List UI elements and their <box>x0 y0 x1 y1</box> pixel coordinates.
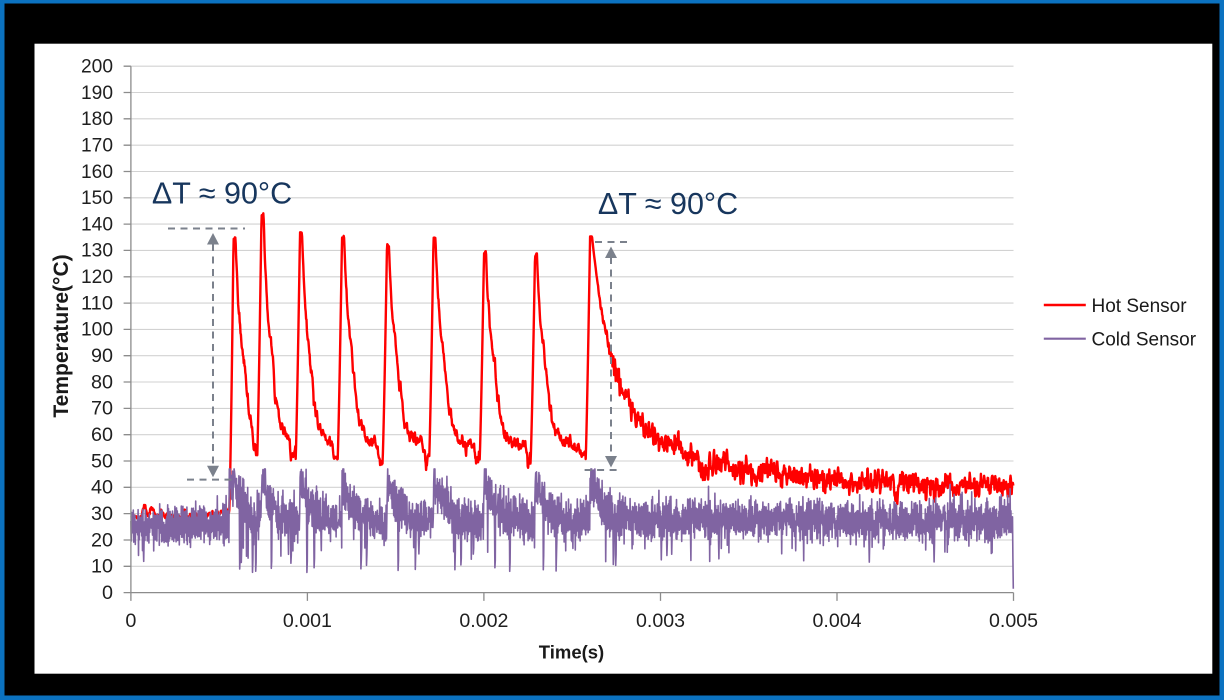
svg-text:200: 200 <box>81 57 113 78</box>
svg-text:40: 40 <box>91 478 113 499</box>
svg-text:180: 180 <box>81 109 113 130</box>
svg-text:60: 60 <box>91 425 113 446</box>
svg-text:160: 160 <box>81 162 113 183</box>
svg-text:140: 140 <box>81 214 113 235</box>
svg-text:120: 120 <box>81 267 113 288</box>
svg-text:70: 70 <box>91 399 113 420</box>
svg-text:ΔT ≈ 90°C: ΔT ≈ 90°C <box>152 177 292 211</box>
svg-text:190: 190 <box>81 83 113 104</box>
svg-text:20: 20 <box>91 530 113 551</box>
svg-text:0.004: 0.004 <box>813 611 862 632</box>
svg-text:0: 0 <box>102 583 113 604</box>
svg-text:0.005: 0.005 <box>989 611 1038 632</box>
svg-text:30: 30 <box>91 504 113 525</box>
svg-text:0.003: 0.003 <box>636 611 685 632</box>
svg-text:100: 100 <box>81 320 113 341</box>
svg-text:50: 50 <box>91 451 113 472</box>
svg-text:0.001: 0.001 <box>283 611 332 632</box>
svg-text:90: 90 <box>91 346 113 367</box>
svg-text:Temperature(°C): Temperature(°C) <box>50 254 73 417</box>
svg-text:10: 10 <box>91 557 113 578</box>
svg-text:130: 130 <box>81 241 113 262</box>
svg-text:170: 170 <box>81 136 113 157</box>
svg-text:110: 110 <box>81 293 113 314</box>
svg-text:Cold Sensor: Cold Sensor <box>1092 330 1197 351</box>
svg-text:Time(s): Time(s) <box>539 642 604 663</box>
svg-text:80: 80 <box>91 372 113 393</box>
svg-text:Hot Sensor: Hot Sensor <box>1092 296 1188 317</box>
svg-text:150: 150 <box>81 188 113 209</box>
svg-text:ΔT ≈ 90°C: ΔT ≈ 90°C <box>598 187 738 221</box>
svg-text:0: 0 <box>125 611 136 632</box>
svg-text:0.002: 0.002 <box>459 611 508 632</box>
